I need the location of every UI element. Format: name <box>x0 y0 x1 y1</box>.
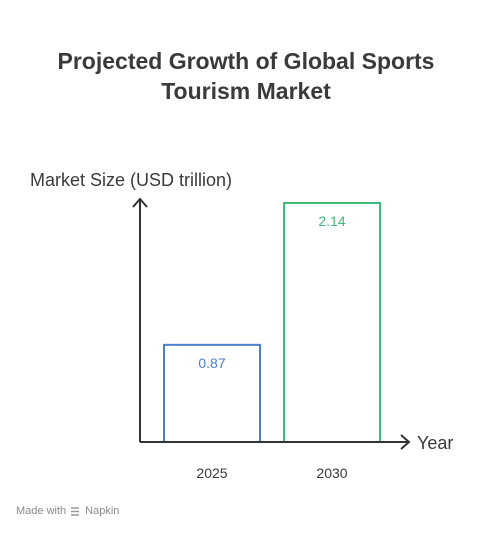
chart-title: Projected Growth of Global Sports Touris… <box>0 46 492 106</box>
y-axis-label: Market Size (USD trillion) <box>30 170 232 190</box>
footer-made-with: Made with <box>16 505 67 517</box>
footer-brand: Napkin <box>85 505 120 517</box>
x-tick-label-2025: 2025 <box>196 465 227 481</box>
y-axis-arrow <box>132 197 148 208</box>
title-line-2: Tourism Market <box>161 78 331 104</box>
x-tick-label-2030: 2030 <box>316 465 347 481</box>
napkin-logo-icon <box>71 506 80 516</box>
x-axis-label: Year <box>417 433 453 453</box>
x-axis-arrow <box>400 434 411 450</box>
value-label-2030: 2.14 <box>318 213 345 229</box>
value-label-2025: 0.87 <box>198 355 225 371</box>
bars-group: 0.87 2.14 <box>163 202 381 444</box>
footer: Made with Napkin <box>16 505 119 517</box>
bar-2030 <box>283 202 381 443</box>
title-line-1: Projected Growth of Global Sports <box>57 48 435 74</box>
